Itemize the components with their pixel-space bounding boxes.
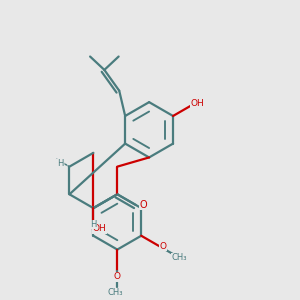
Text: H: H bbox=[90, 220, 97, 229]
Text: H: H bbox=[57, 159, 63, 168]
Text: CH₃: CH₃ bbox=[107, 288, 123, 297]
Text: OH: OH bbox=[92, 224, 106, 233]
Text: CH₃: CH₃ bbox=[172, 253, 187, 262]
Text: O: O bbox=[160, 242, 167, 251]
Text: O: O bbox=[114, 272, 121, 281]
Text: O: O bbox=[140, 200, 147, 210]
Text: OH: OH bbox=[190, 99, 204, 108]
